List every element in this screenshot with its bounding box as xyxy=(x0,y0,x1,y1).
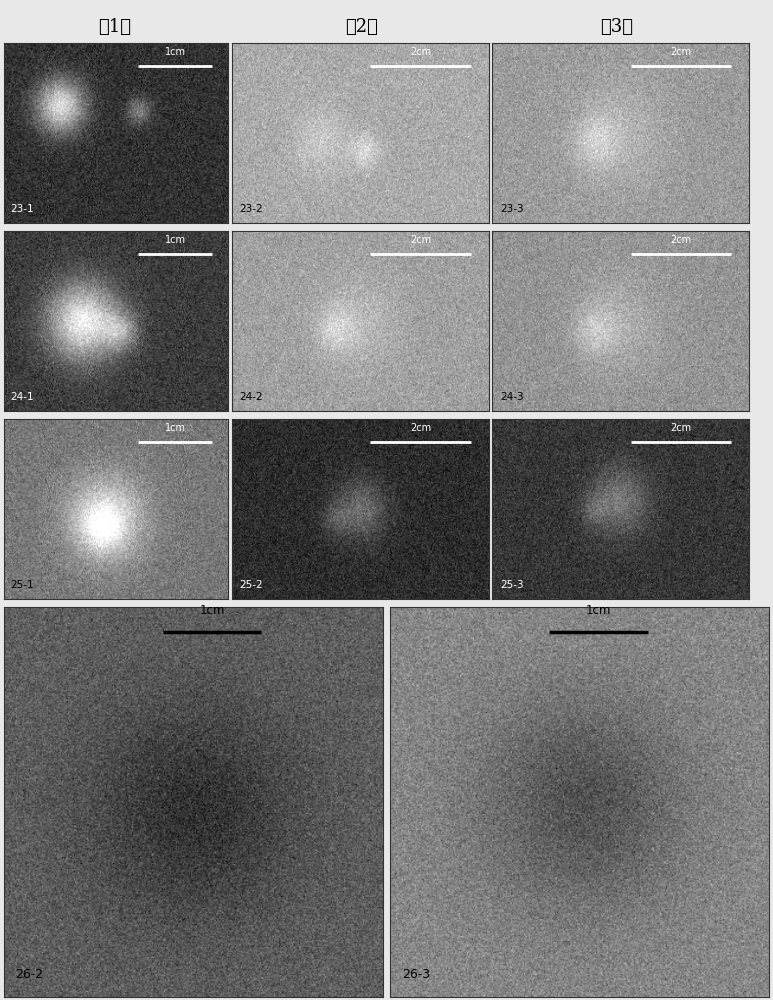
Text: 2cm: 2cm xyxy=(410,47,431,57)
Text: 2cm: 2cm xyxy=(670,423,692,433)
Text: （3）: （3） xyxy=(601,18,633,36)
Text: 1cm: 1cm xyxy=(165,423,186,433)
Text: 24-1: 24-1 xyxy=(11,392,34,402)
Text: 1cm: 1cm xyxy=(199,604,225,617)
Text: 25-1: 25-1 xyxy=(11,580,34,590)
Text: 1cm: 1cm xyxy=(586,604,611,617)
Text: 2cm: 2cm xyxy=(410,423,431,433)
Text: 23-3: 23-3 xyxy=(500,204,524,214)
Text: 26-3: 26-3 xyxy=(402,968,430,981)
Text: 23-1: 23-1 xyxy=(11,204,34,214)
Text: （1）: （1） xyxy=(98,18,131,36)
Text: 25-2: 25-2 xyxy=(240,580,264,590)
Text: 2cm: 2cm xyxy=(410,235,431,245)
Text: 1cm: 1cm xyxy=(165,235,186,245)
Text: 2cm: 2cm xyxy=(670,235,692,245)
Text: 2cm: 2cm xyxy=(670,47,692,57)
Text: （2）: （2） xyxy=(346,18,378,36)
Text: 24-3: 24-3 xyxy=(500,392,524,402)
Text: 26-2: 26-2 xyxy=(15,968,43,981)
Text: 24-2: 24-2 xyxy=(240,392,264,402)
Text: 23-2: 23-2 xyxy=(240,204,264,214)
Text: 25-3: 25-3 xyxy=(500,580,524,590)
Text: 1cm: 1cm xyxy=(165,47,186,57)
